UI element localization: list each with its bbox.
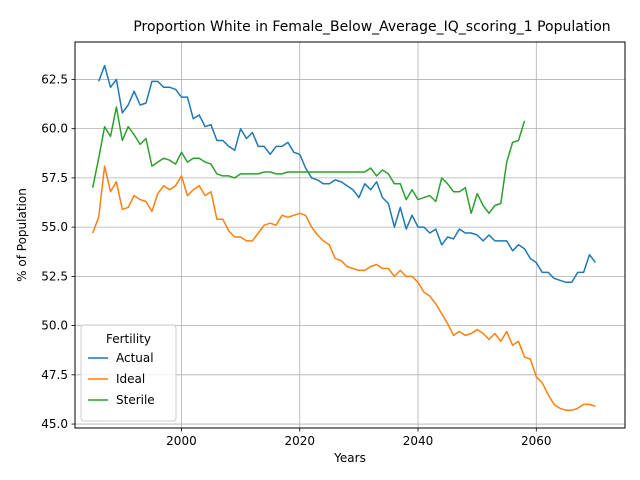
chart-title: Proportion White in Female_Below_Average… [133, 19, 610, 35]
y-tick-label: 50.0 [41, 319, 68, 333]
series-line-ideal [91, 165, 596, 412]
y-tick-label: 55.0 [41, 220, 68, 234]
axis-ticks: 2000 2020 2040 2060 45.0 47.5 50.0 52.5 55.0 57.5… [41, 72, 551, 448]
plot-frame [74, 41, 626, 429]
legend-label-actual: Actual [116, 351, 154, 365]
x-tick-label: 2000 [166, 434, 197, 448]
y-tick-label: 45.0 [41, 417, 68, 431]
series-line-actual [97, 64, 597, 284]
y-tick-label: 60.0 [41, 122, 68, 136]
x-tick-label: 2060 [521, 434, 552, 448]
legend-title: Fertility [106, 332, 151, 346]
x-tick-label: 2020 [284, 434, 315, 448]
y-tick-label: 62.5 [41, 72, 68, 86]
y-axis-label: % of Population [15, 188, 29, 282]
x-axis-label: Years [333, 451, 366, 465]
y-tick-label: 52.5 [41, 269, 68, 283]
legend-label-sterile: Sterile [116, 393, 155, 407]
legend: Fertility Actual Ideal Sterile [80, 324, 177, 422]
series-line-sterile [91, 106, 526, 215]
legend-entries: Actual Ideal Sterile [88, 351, 155, 407]
legend-label-ideal: Ideal [116, 372, 145, 386]
y-tick-label: 47.5 [41, 368, 68, 382]
series-lines [91, 64, 597, 412]
x-tick-label: 2040 [403, 434, 434, 448]
grid [75, 42, 625, 428]
y-tick-label: 57.5 [41, 171, 68, 185]
legend-box [80, 324, 177, 422]
